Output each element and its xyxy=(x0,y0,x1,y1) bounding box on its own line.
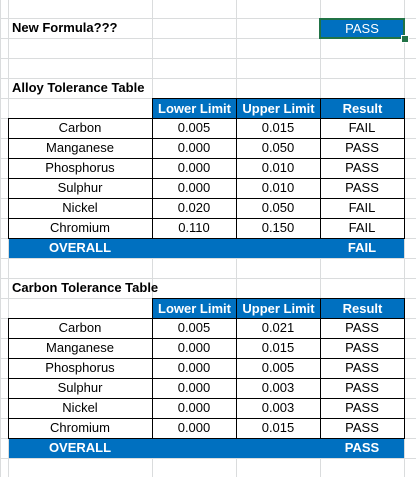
carbon-row-result-cell[interactable]: PASS xyxy=(345,340,379,355)
carbon-row-result-cell[interactable]: PASS xyxy=(345,400,379,415)
carbon-table-border xyxy=(8,398,405,399)
alloy-row-name-cell[interactable]: Carbon xyxy=(58,120,102,135)
carbon-table-border xyxy=(152,298,153,439)
carbon-row-result-cell[interactable]: PASS xyxy=(345,380,379,395)
carbon-table-title[interactable]: Carbon Tolerance Table xyxy=(12,280,159,295)
carbon-table-border xyxy=(8,358,405,359)
alloy-table-border xyxy=(8,138,405,139)
alloy-row-lower-cell[interactable]: 0.000 xyxy=(177,180,211,195)
carbon-row-upper-cell[interactable]: 0.021 xyxy=(261,320,295,335)
carbon-table-border xyxy=(8,318,9,439)
carbon-table-border xyxy=(152,298,405,299)
carbon-table-border xyxy=(236,298,237,439)
alloy-row-upper-cell[interactable]: 0.015 xyxy=(261,120,295,135)
alloy-row-lower-cell[interactable]: 0.000 xyxy=(177,160,211,175)
alloy-table-border xyxy=(8,198,405,199)
alloy-row-upper-cell[interactable]: 0.010 xyxy=(261,160,295,175)
alloy-table-border xyxy=(404,98,405,239)
alloy-overall-result[interactable]: FAIL xyxy=(347,240,377,255)
carbon-row-name-cell[interactable]: Nickel xyxy=(62,400,98,415)
carbon-row-lower-cell[interactable]: 0.005 xyxy=(177,320,211,335)
carbon-header-result[interactable]: Result xyxy=(321,299,404,318)
carbon-table-border xyxy=(8,418,405,419)
carbon-row-name-cell[interactable]: Phosphorus xyxy=(45,360,115,375)
carbon-row-name-cell[interactable]: Chromium xyxy=(50,420,110,435)
active-cell-selection[interactable] xyxy=(319,18,405,39)
carbon-table-border xyxy=(404,298,405,439)
carbon-row-upper-cell[interactable]: 0.003 xyxy=(261,400,295,415)
formula-result-cell[interactable]: PASS xyxy=(321,20,403,37)
alloy-table-border xyxy=(8,218,405,219)
alloy-table-border xyxy=(8,238,405,239)
carbon-row-upper-cell[interactable]: 0.005 xyxy=(261,360,295,375)
alloy-row-result-cell[interactable]: PASS xyxy=(345,160,379,175)
alloy-row-lower-cell[interactable]: 0.020 xyxy=(177,200,211,215)
carbon-header-upper-limit[interactable]: Upper Limit xyxy=(237,299,320,318)
carbon-table-border xyxy=(8,438,405,439)
carbon-row-lower-cell[interactable]: 0.000 xyxy=(177,360,211,375)
alloy-row-name-cell[interactable]: Sulphur xyxy=(57,180,103,195)
alloy-table-border xyxy=(152,98,153,239)
carbon-row-name-cell[interactable]: Carbon xyxy=(58,320,102,335)
carbon-row-lower-cell[interactable]: 0.000 xyxy=(177,380,211,395)
alloy-header-upper-limit[interactable]: Upper Limit xyxy=(237,99,320,118)
carbon-table-border xyxy=(8,318,405,319)
alloy-overall-row xyxy=(9,239,404,258)
alloy-header-lower-limit[interactable]: Lower Limit xyxy=(153,99,236,118)
alloy-row-result-cell[interactable]: FAIL xyxy=(348,220,376,235)
fill-handle[interactable] xyxy=(401,35,409,43)
carbon-overall-result[interactable]: PASS xyxy=(344,440,380,455)
alloy-header-result[interactable]: Result xyxy=(321,99,404,118)
carbon-table-border xyxy=(8,338,405,339)
alloy-row-result-cell[interactable]: PASS xyxy=(345,180,379,195)
alloy-row-result-cell[interactable]: PASS xyxy=(345,140,379,155)
alloy-row-name-cell[interactable]: Nickel xyxy=(62,200,98,215)
alloy-row-lower-cell[interactable]: 0.005 xyxy=(177,120,211,135)
carbon-row-upper-cell[interactable]: 0.015 xyxy=(261,340,295,355)
carbon-row-result-cell[interactable]: PASS xyxy=(345,320,379,335)
carbon-header-lower-limit[interactable]: Lower Limit xyxy=(153,299,236,318)
alloy-row-result-cell[interactable]: FAIL xyxy=(348,120,376,135)
carbon-row-result-cell[interactable]: PASS xyxy=(345,360,379,375)
carbon-row-name-cell[interactable]: Manganese xyxy=(46,340,114,355)
alloy-table-border xyxy=(8,118,9,239)
carbon-row-name-cell[interactable]: Sulphur xyxy=(57,380,103,395)
alloy-row-lower-cell[interactable]: 0.000 xyxy=(177,140,211,155)
alloy-row-upper-cell[interactable]: 0.050 xyxy=(261,140,295,155)
alloy-row-name-cell[interactable]: Chromium xyxy=(50,220,110,235)
alloy-overall-label[interactable]: OVERALL xyxy=(48,240,112,255)
alloy-table-border xyxy=(8,158,405,159)
carbon-row-lower-cell[interactable]: 0.000 xyxy=(177,340,211,355)
alloy-row-name-cell[interactable]: Manganese xyxy=(46,140,114,155)
alloy-row-upper-cell[interactable]: 0.150 xyxy=(261,220,295,235)
alloy-table-border xyxy=(8,178,405,179)
carbon-table-border xyxy=(320,298,321,439)
alloy-row-upper-cell[interactable]: 0.050 xyxy=(261,200,295,215)
alloy-row-upper-cell[interactable]: 0.010 xyxy=(261,180,295,195)
alloy-table-border xyxy=(8,118,405,119)
carbon-row-upper-cell[interactable]: 0.003 xyxy=(261,380,295,395)
alloy-row-lower-cell[interactable]: 0.110 xyxy=(178,220,210,235)
formula-label-cell[interactable]: New Formula??? xyxy=(12,20,118,35)
carbon-row-lower-cell[interactable]: 0.000 xyxy=(177,400,211,415)
carbon-overall-label[interactable]: OVERALL xyxy=(48,440,112,455)
carbon-row-result-cell[interactable]: PASS xyxy=(345,420,379,435)
carbon-overall-row xyxy=(9,439,404,458)
alloy-table-border xyxy=(236,98,237,239)
alloy-table-border xyxy=(152,98,405,99)
carbon-row-lower-cell[interactable]: 0.000 xyxy=(177,420,211,435)
carbon-table-border xyxy=(8,378,405,379)
alloy-row-name-cell[interactable]: Phosphorus xyxy=(45,160,115,175)
alloy-row-result-cell[interactable]: FAIL xyxy=(348,200,376,215)
carbon-row-upper-cell[interactable]: 0.015 xyxy=(261,420,295,435)
alloy-table-title[interactable]: Alloy Tolerance Table xyxy=(12,80,145,95)
alloy-table-border xyxy=(320,98,321,239)
